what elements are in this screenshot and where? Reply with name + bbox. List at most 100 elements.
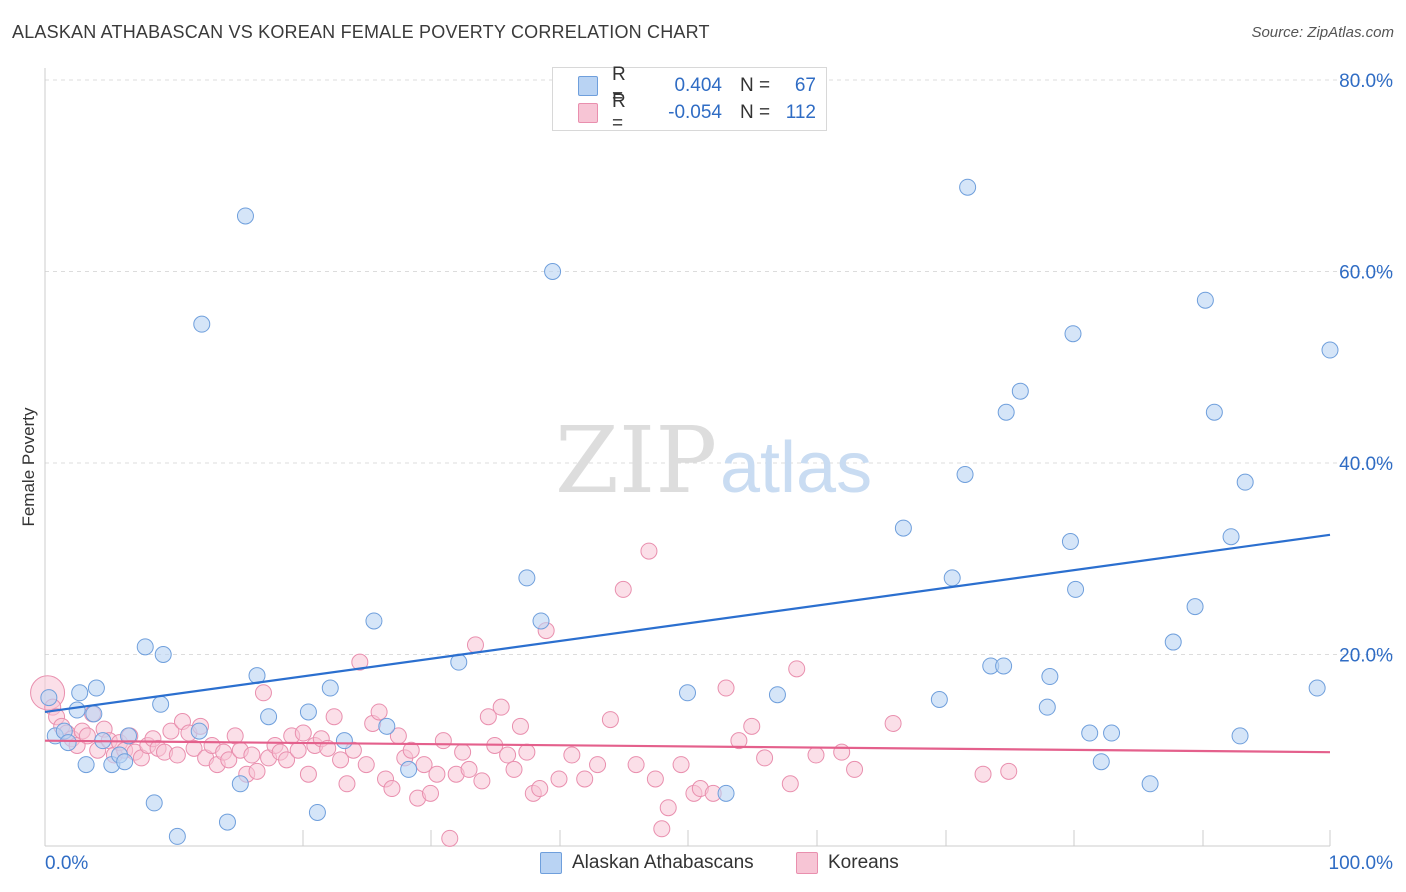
- korean-point: [434, 732, 452, 750]
- athabascan-point: [532, 612, 550, 630]
- athabascan-point: [679, 684, 696, 702]
- bottom-legend-korean[interactable]: Koreans: [796, 852, 899, 874]
- korean-point: [576, 770, 594, 788]
- korean-point: [492, 698, 510, 716]
- athabascan-trend-line: [44, 533, 1331, 714]
- korean-point: [550, 770, 568, 788]
- legend-swatch-pink: [578, 103, 598, 123]
- athabascan-point: [997, 403, 1015, 421]
- athabascan-point: [1141, 775, 1159, 793]
- korean-point: [370, 703, 388, 721]
- athabascan-point: [168, 827, 186, 845]
- korean-point: [325, 708, 343, 726]
- korean-point: [563, 746, 581, 764]
- athabascan-point: [136, 638, 154, 656]
- gridlines: [45, 79, 1395, 655]
- athabascan-point: [218, 813, 236, 831]
- korean-point: [220, 751, 238, 769]
- korean-point: [672, 756, 690, 774]
- athabascan-point: [378, 717, 396, 735]
- athabascan-point: [68, 701, 86, 719]
- athabascan-point: [1103, 724, 1121, 742]
- korean-point: [788, 660, 806, 678]
- athabascan-point: [1092, 753, 1110, 771]
- athabascan-point: [193, 315, 211, 333]
- korean-point: [278, 751, 296, 769]
- korean-point: [601, 711, 619, 729]
- legend-r-value: 0.404: [674, 75, 722, 96]
- bottom-legend-athabascan[interactable]: Alaskan Athabascans: [540, 852, 754, 874]
- korean-point: [518, 743, 536, 761]
- korean-point: [614, 580, 632, 598]
- korean-point: [659, 799, 677, 817]
- y-axis-label: Female Poverty: [19, 407, 38, 527]
- korean-point: [332, 751, 350, 769]
- athabascan-point: [1041, 668, 1059, 686]
- korean-point: [243, 746, 261, 764]
- athabascan-point: [1236, 473, 1254, 491]
- korean-point: [299, 765, 317, 783]
- korean-point: [466, 636, 484, 654]
- athabascan-point: [71, 684, 89, 702]
- athabascan-point: [116, 753, 134, 771]
- tick-labels: 20.0% 40.0% 60.0% 80.0% 0.0% 100.0%: [45, 71, 1393, 874]
- x-tick-label-max: 100.0%: [1329, 853, 1394, 874]
- athabascan-point: [231, 775, 249, 793]
- athabascan-point: [299, 703, 317, 721]
- korean-point: [640, 542, 658, 560]
- korean-point: [833, 743, 851, 761]
- korean-point: [646, 770, 664, 788]
- x-tick-label-min: 0.0%: [45, 853, 88, 874]
- athabascan-point: [1205, 403, 1223, 421]
- korean-point: [499, 746, 517, 764]
- korean-point: [185, 739, 203, 757]
- athabascan-point: [717, 784, 735, 802]
- athabascan-point: [77, 756, 95, 774]
- athabascan-point: [40, 689, 58, 707]
- legend-n-label: N =: [740, 75, 771, 96]
- korean-point: [78, 727, 96, 745]
- korean-point: [505, 760, 523, 778]
- korean-point: [781, 775, 799, 793]
- legend-row-athabascan: R = 0.404 N = 67: [578, 64, 816, 107]
- athabascan-point: [260, 708, 278, 726]
- athabascan-point: [959, 178, 977, 196]
- korean-point: [254, 684, 272, 702]
- korean-point: [351, 653, 369, 671]
- athabascan-point: [1231, 727, 1249, 745]
- stats-legend: R = 0.404 N = 67 R = -0.054 N = 112: [552, 64, 827, 134]
- korean-point: [1000, 762, 1018, 780]
- trend-lines: [44, 533, 1331, 754]
- source-label: Source: ZipAtlas.com: [1251, 24, 1394, 41]
- korean-point: [589, 756, 607, 774]
- legend-n-value: 112: [785, 102, 816, 123]
- athabascan-point: [995, 657, 1013, 675]
- athabascan-point: [308, 803, 326, 821]
- athabascan-point: [190, 722, 208, 740]
- korean-point: [974, 765, 992, 783]
- athabascan-point: [236, 207, 254, 225]
- athabascan-point: [1222, 528, 1240, 546]
- korean-point: [383, 780, 401, 798]
- athabascan-point: [1038, 698, 1056, 716]
- athabascan-point: [930, 691, 948, 709]
- korean-point: [884, 714, 902, 732]
- athabascan-point: [1321, 341, 1339, 359]
- korean-point: [846, 760, 864, 778]
- athabascan-point: [768, 686, 786, 704]
- korean-points: [30, 542, 1018, 847]
- watermark-atlas: atlas: [720, 428, 872, 508]
- korean-point: [248, 762, 266, 780]
- legend-r-label: R =: [612, 91, 626, 134]
- athabascan-point: [1081, 724, 1099, 742]
- athabascan-point: [120, 727, 138, 745]
- legend-r-value: -0.054: [668, 102, 722, 123]
- legend-swatch-blue: [578, 76, 598, 96]
- y-tick-label: 20.0%: [1339, 646, 1393, 667]
- korean-point: [511, 717, 529, 735]
- athabascan-point: [1308, 679, 1326, 697]
- y-tick-label: 60.0%: [1339, 263, 1393, 284]
- athabascan-point: [321, 679, 339, 697]
- korean-trend-line: [44, 739, 1331, 754]
